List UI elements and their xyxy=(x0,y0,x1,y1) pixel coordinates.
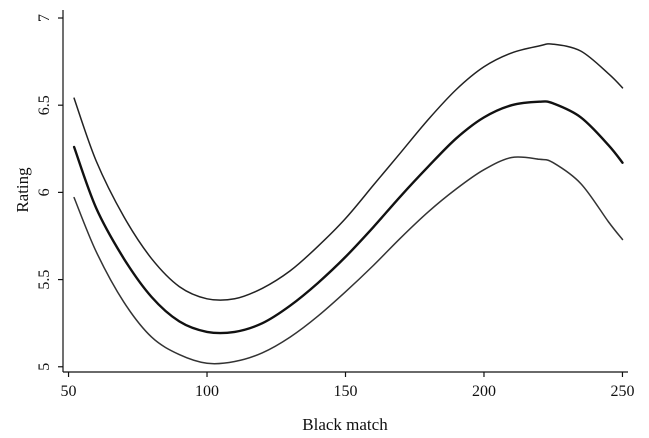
x-axis-title: Black match xyxy=(302,415,388,434)
y-tick-label: 5.5 xyxy=(36,270,53,290)
y-axis-title: Rating xyxy=(13,167,32,213)
plot-area: 5 5.5 6 6.5 7 50 100 150 200 250 xyxy=(36,10,634,400)
y-axis-ticks: 5 5.5 6 6.5 7 xyxy=(36,14,63,371)
x-tick-label: 100 xyxy=(195,383,219,400)
y-tick-label: 5 xyxy=(36,363,53,371)
x-tick-label: 50 xyxy=(61,383,77,400)
x-tick-label: 150 xyxy=(334,383,358,400)
x-axis-ticks: 50 100 150 200 250 xyxy=(61,372,634,400)
y-tick-label: 7 xyxy=(36,14,53,22)
series-lines xyxy=(72,43,624,365)
lower-band-line xyxy=(73,156,624,365)
x-tick-label: 250 xyxy=(610,383,634,400)
estimate-line xyxy=(72,100,624,335)
y-tick-label: 6.5 xyxy=(36,95,53,115)
x-tick-label: 200 xyxy=(472,383,496,400)
upper-band-line xyxy=(73,43,624,301)
y-tick-label: 6 xyxy=(36,188,53,196)
